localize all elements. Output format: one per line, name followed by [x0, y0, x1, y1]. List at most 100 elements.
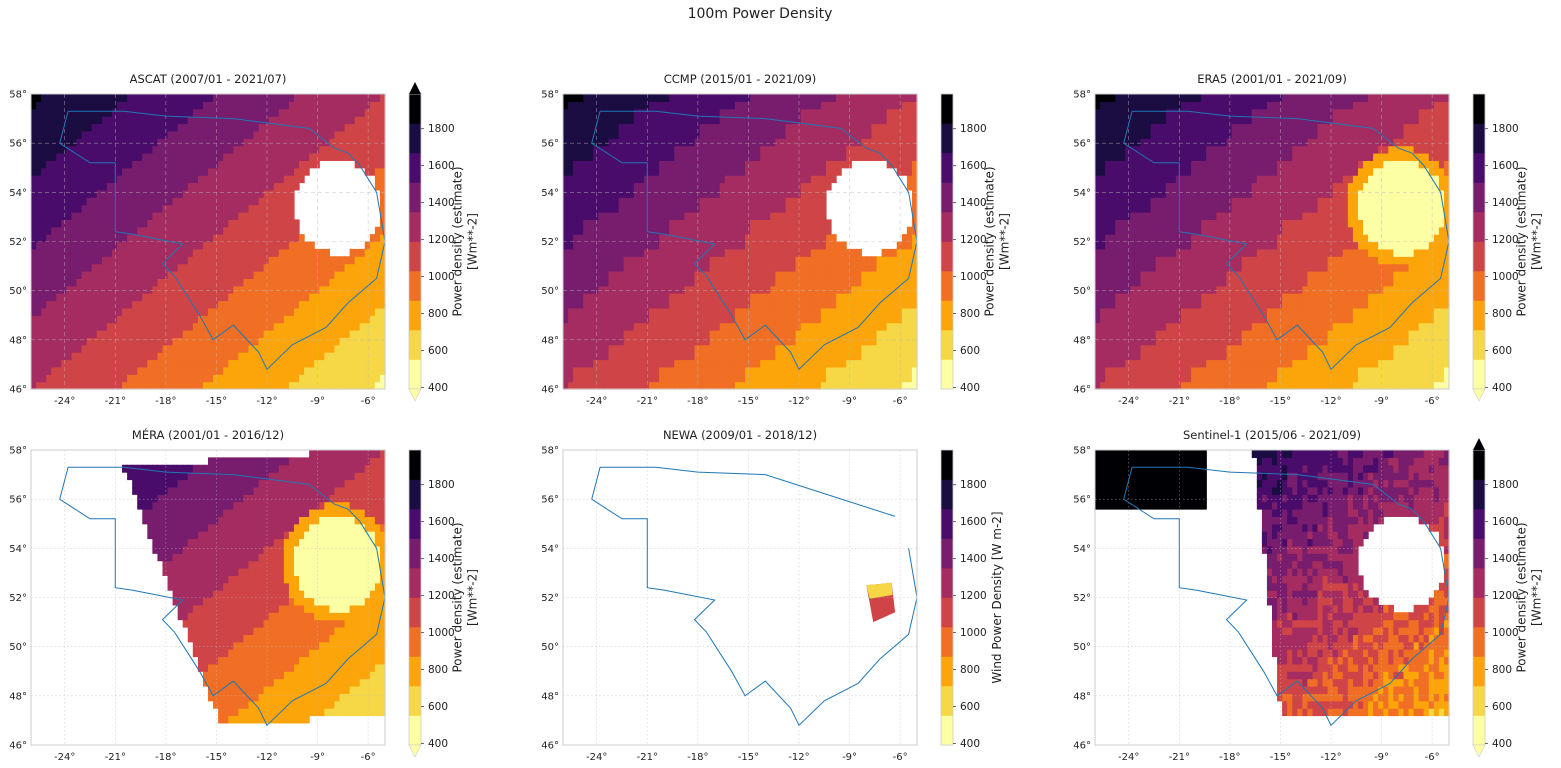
heatmap-cell	[243, 256, 250, 265]
heatmap-cell	[623, 116, 630, 125]
heatmap-cell	[734, 189, 741, 198]
heatmap-cell	[354, 344, 361, 353]
heatmap-cell	[147, 204, 153, 213]
heatmap-cell	[132, 167, 138, 176]
heatmap-cell	[583, 189, 589, 198]
heatmap-cell	[208, 153, 214, 161]
heatmap-cell	[628, 116, 635, 125]
heatmap-cell	[268, 256, 275, 265]
heatmap-cell	[137, 337, 143, 346]
heatmap-cell	[780, 241, 787, 250]
heatmap-cell	[714, 189, 721, 198]
heatmap-cell	[573, 145, 579, 154]
heatmap-cell	[202, 226, 209, 235]
heatmap-cell	[66, 138, 73, 147]
heatmap-cell	[568, 226, 574, 235]
heatmap-cell	[278, 359, 285, 368]
heatmap-cell	[116, 138, 123, 147]
heatmap-cell	[147, 293, 153, 302]
heatmap-cell	[745, 197, 751, 206]
heatmap-cell	[825, 130, 832, 139]
heatmap-cell	[192, 241, 199, 250]
heatmap-cell	[167, 315, 174, 324]
heatmap-cell	[851, 285, 857, 294]
heatmap-cell	[608, 189, 615, 198]
heatmap-cell	[588, 248, 594, 257]
heatmap-cell	[588, 315, 594, 324]
heatmap-cell	[268, 182, 275, 191]
heatmap-cell	[684, 94, 691, 102]
heatmap-cell	[51, 101, 57, 110]
heatmap-cell	[674, 160, 680, 169]
heatmap-cell	[41, 322, 47, 331]
heatmap-cell	[309, 271, 315, 279]
heatmap-cell	[46, 212, 52, 220]
heatmap-cell	[664, 337, 670, 346]
heatmap-cell	[258, 300, 265, 309]
heatmap-cell	[643, 94, 650, 102]
heatmap-cell	[299, 322, 305, 331]
heatmap-cell	[314, 330, 320, 338]
heatmap-cell	[162, 381, 169, 390]
heatmap-cell	[91, 366, 98, 375]
heatmap-cell	[679, 138, 685, 147]
heatmap-cell	[258, 204, 265, 213]
heatmap-cell	[268, 189, 275, 198]
heatmap-cell	[76, 219, 83, 228]
heatmap-cell	[775, 315, 782, 324]
heatmap-cell	[740, 307, 746, 316]
heatmap-cell	[583, 278, 589, 287]
heatmap-cell	[588, 366, 594, 375]
heatmap-cell	[369, 315, 376, 324]
heatmap-cell	[785, 285, 792, 294]
heatmap-cell	[846, 256, 852, 265]
heatmap-cell	[233, 138, 239, 147]
heatmap-cell	[288, 315, 295, 324]
heatmap-cell	[729, 167, 736, 176]
heatmap-cell	[273, 219, 280, 228]
heatmap-cell	[674, 204, 680, 213]
heatmap-cell	[157, 381, 164, 390]
heatmap-cell	[825, 366, 832, 375]
heatmap-cell	[293, 330, 300, 338]
heatmap-cell	[258, 366, 265, 375]
heatmap-cell	[638, 130, 645, 139]
heatmap-cell	[273, 248, 280, 257]
heatmap-cell	[374, 307, 381, 316]
heatmap-cell	[374, 337, 381, 346]
heatmap-cell	[684, 256, 691, 265]
heatmap-cell	[223, 234, 229, 243]
heatmap-cell	[127, 116, 133, 125]
heatmap-cell	[836, 293, 842, 302]
heatmap-cell	[122, 359, 128, 368]
heatmap-cell	[162, 337, 169, 346]
heatmap-cell	[359, 160, 366, 169]
heatmap-cell	[805, 123, 812, 132]
colorbar-tick-label: 600	[428, 345, 448, 357]
heatmap-cell	[633, 182, 640, 191]
heatmap-cell	[583, 101, 589, 110]
heatmap-cell	[122, 271, 128, 279]
heatmap-cell	[648, 219, 655, 228]
heatmap-cell	[127, 337, 133, 346]
heatmap-cell	[228, 153, 234, 161]
heatmap-cell	[132, 271, 138, 279]
heatmap-cell	[770, 138, 776, 147]
heatmap-cell	[654, 366, 660, 375]
heatmap-cell	[96, 160, 103, 169]
heatmap-cell	[709, 366, 716, 375]
heatmap-cell	[116, 116, 123, 125]
heatmap-cell	[288, 189, 295, 198]
heatmap-cell	[618, 189, 625, 198]
heatmap-cell	[573, 248, 579, 257]
heatmap-cell	[278, 374, 285, 383]
heatmap-cell	[805, 352, 812, 361]
heatmap-cell	[765, 226, 771, 235]
heatmap-cell	[76, 359, 83, 368]
heatmap-cell	[765, 167, 771, 176]
heatmap-cell	[111, 226, 118, 235]
x-tick-label: -6°	[361, 396, 376, 407]
heatmap-cell	[233, 337, 239, 346]
heatmap-cell	[187, 300, 194, 309]
heatmap-cell	[638, 307, 645, 316]
